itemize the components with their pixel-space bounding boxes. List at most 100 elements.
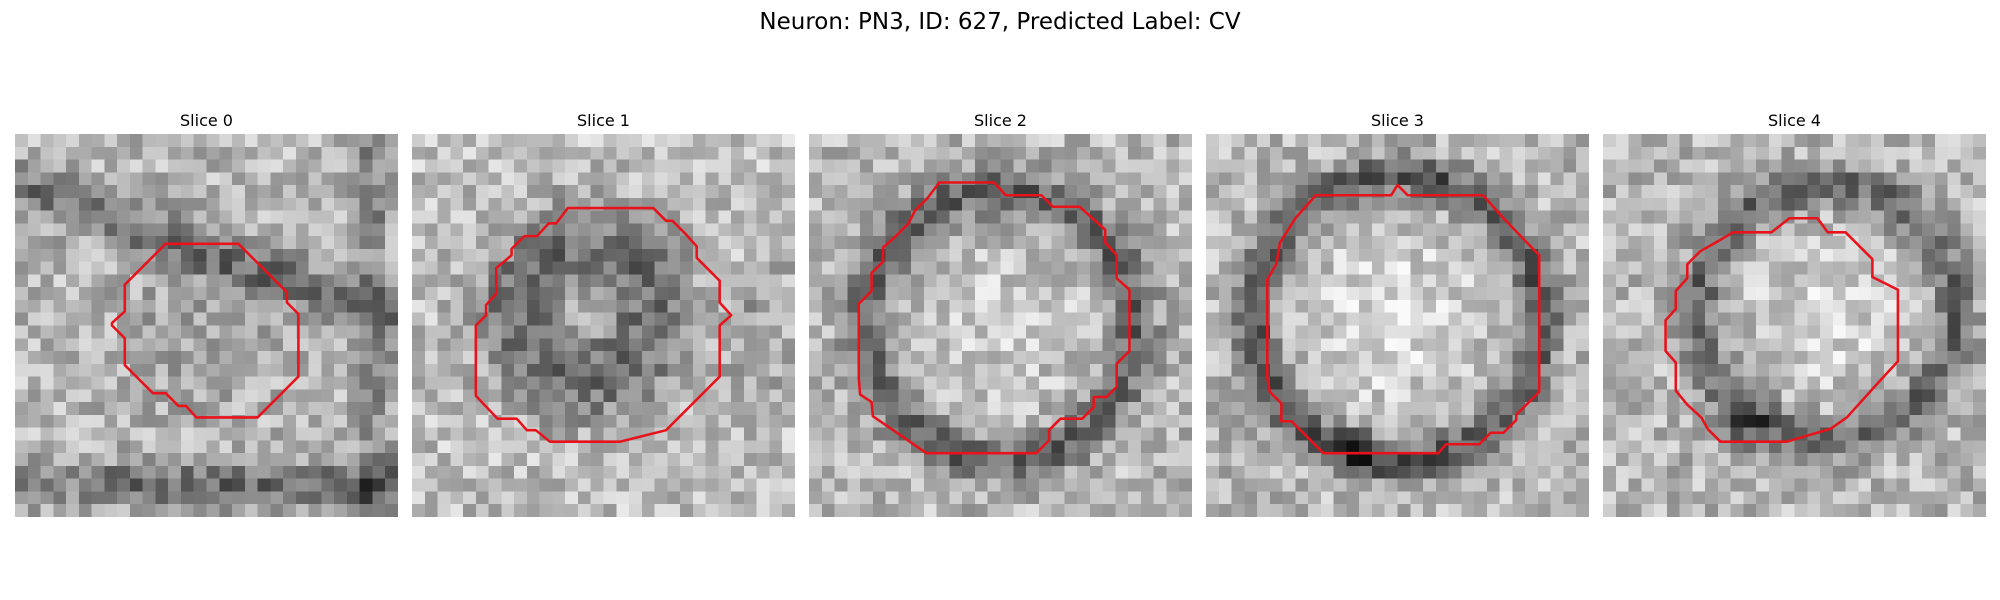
pixel (1692, 274, 1706, 288)
pixel (1269, 491, 1283, 505)
pixel (731, 236, 745, 250)
pixel (1308, 146, 1322, 160)
pixel (743, 376, 757, 390)
pixel (1768, 338, 1782, 352)
pixel (1896, 440, 1910, 454)
pixel (552, 159, 566, 173)
pixel (412, 261, 426, 275)
pixel (129, 376, 143, 390)
pixel (872, 287, 886, 301)
pixel (1525, 453, 1539, 467)
pixel (15, 491, 29, 505)
pixel (936, 287, 950, 301)
pixel (552, 312, 566, 326)
pixel (1231, 159, 1245, 173)
pixel (1371, 363, 1385, 377)
pixel (219, 134, 233, 148)
pixel (667, 185, 681, 199)
pixel (641, 248, 655, 262)
pixel (847, 376, 861, 390)
pixel (1615, 363, 1629, 377)
pixel (1781, 427, 1795, 441)
pixel (885, 236, 899, 250)
pixel (654, 325, 668, 339)
pixel (1730, 363, 1744, 377)
pixel (809, 427, 823, 441)
pixel (450, 351, 464, 365)
pixel (1448, 248, 1462, 262)
pixel (1934, 440, 1948, 454)
pixel (1705, 465, 1719, 479)
pixel (346, 491, 360, 505)
pixel (1641, 210, 1655, 224)
pixel (1218, 478, 1232, 492)
pixel (1743, 351, 1757, 365)
pixel (1525, 338, 1539, 352)
pixel (193, 465, 207, 479)
pixel (705, 159, 719, 173)
pixel (1896, 338, 1910, 352)
pixel (308, 389, 322, 403)
pixel (1064, 414, 1078, 428)
pixel (1730, 134, 1744, 148)
pixel (962, 478, 976, 492)
slice-panel-3: Slice 3 (1206, 110, 1589, 517)
pixel (539, 312, 553, 326)
pixel (1166, 414, 1180, 428)
pixel (129, 465, 143, 479)
pixel (206, 363, 220, 377)
pixel (936, 351, 950, 365)
pixel (1499, 134, 1513, 148)
pixel (860, 146, 874, 160)
pixel (219, 146, 233, 160)
pixel (885, 312, 899, 326)
pixel (1013, 427, 1027, 441)
pixel (1423, 376, 1437, 390)
pixel (1896, 376, 1910, 390)
pixel (1563, 325, 1577, 339)
pixel (1064, 210, 1078, 224)
pixel (705, 504, 719, 517)
pixel (731, 491, 745, 505)
pixel (1051, 236, 1065, 250)
pixel (1333, 210, 1347, 224)
pixel (385, 223, 398, 237)
pixel (1845, 440, 1859, 454)
pixel (1397, 465, 1411, 479)
pixel (1628, 134, 1642, 148)
pixel (412, 376, 426, 390)
pixel (654, 389, 668, 403)
pixel (1206, 299, 1220, 313)
pixel (1153, 172, 1167, 186)
pixel (1858, 236, 1872, 250)
pixel (308, 172, 322, 186)
pixel (1883, 491, 1897, 505)
pixel (641, 414, 655, 428)
pixel (321, 248, 335, 262)
pixel (1883, 172, 1897, 186)
pixel (359, 274, 373, 288)
pixel (1140, 134, 1154, 148)
pixel (1537, 274, 1551, 288)
pixel (1461, 465, 1475, 479)
pixel (667, 427, 681, 441)
pixel (1960, 274, 1974, 288)
pixel (1628, 312, 1642, 326)
slice-image (809, 134, 1192, 517)
pixel (1820, 376, 1834, 390)
pixel (1883, 376, 1897, 390)
pixel (1461, 312, 1475, 326)
pixel (308, 363, 322, 377)
pixel (488, 299, 502, 313)
pixel (1026, 325, 1040, 339)
pixel (53, 299, 67, 313)
pixel (295, 478, 309, 492)
pixel (565, 159, 579, 173)
pixel (1730, 146, 1744, 160)
pixel (1423, 427, 1437, 441)
pixel (117, 185, 131, 199)
pixel (1257, 440, 1271, 454)
pixel (1576, 299, 1589, 313)
pixel (142, 351, 156, 365)
pixel (385, 274, 398, 288)
